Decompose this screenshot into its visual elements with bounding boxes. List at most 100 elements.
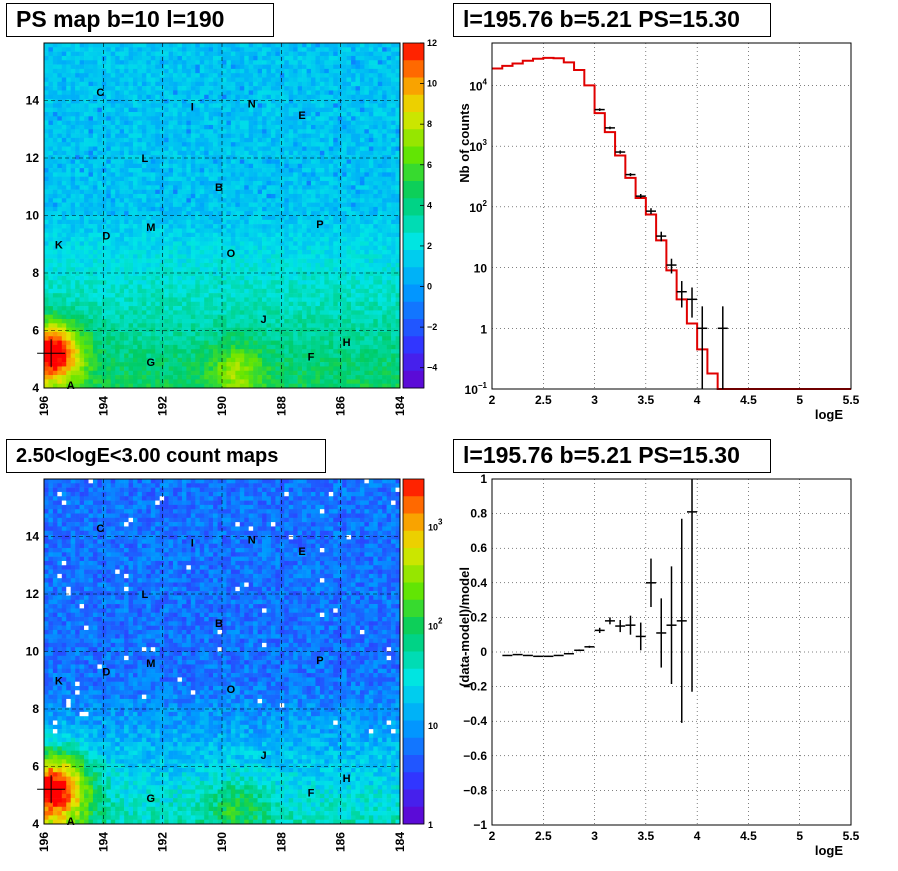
map-cell xyxy=(181,366,187,372)
map-cell xyxy=(124,375,129,380)
map-cell xyxy=(306,349,312,354)
map-cell xyxy=(266,245,272,251)
map-cell xyxy=(101,159,107,165)
map-cell xyxy=(315,133,321,139)
map-cell xyxy=(302,107,307,113)
map-cell xyxy=(186,60,192,65)
map-cell xyxy=(177,271,183,277)
map-cell xyxy=(164,176,169,182)
map-cell xyxy=(133,68,138,74)
map-cell xyxy=(279,172,285,177)
map-cell xyxy=(66,47,71,52)
map-cell xyxy=(84,133,89,139)
map-cell xyxy=(239,288,245,294)
map-cell xyxy=(101,176,107,182)
map-cell xyxy=(235,267,241,272)
map-cell xyxy=(119,90,125,96)
map-cell xyxy=(311,379,316,384)
map-cell xyxy=(222,232,227,238)
map-cell xyxy=(190,323,196,328)
map-cell xyxy=(208,163,214,169)
map-cell xyxy=(101,206,107,212)
map-cell xyxy=(248,232,254,238)
map-cell xyxy=(204,120,209,126)
map-cell xyxy=(284,133,290,139)
map-cell xyxy=(226,327,232,333)
map-cell xyxy=(244,202,249,208)
map-cell xyxy=(288,349,294,354)
map-cell xyxy=(137,189,143,195)
map-cell xyxy=(297,340,303,346)
map-cell xyxy=(155,327,160,333)
map-cell xyxy=(226,284,232,290)
map-cell xyxy=(284,159,290,165)
map-cell xyxy=(177,90,183,96)
map-cell xyxy=(128,189,134,195)
map-cell xyxy=(110,159,116,165)
map-cell xyxy=(306,219,312,225)
map-cell xyxy=(137,353,143,359)
map-cell xyxy=(199,362,205,367)
map-cell xyxy=(217,383,223,389)
map-cell xyxy=(230,47,236,52)
map-cell xyxy=(266,284,272,290)
map-cell xyxy=(66,379,71,384)
map-cell xyxy=(213,55,218,61)
map-cell xyxy=(253,60,258,65)
map-cell xyxy=(84,94,89,100)
map-cell xyxy=(75,271,80,277)
map-cell xyxy=(66,293,71,298)
map-cell xyxy=(230,319,236,324)
map-cell xyxy=(266,206,272,212)
map-cell xyxy=(213,51,218,57)
map-cell xyxy=(124,224,129,229)
map-cell xyxy=(217,241,223,246)
map-cell xyxy=(177,146,183,152)
map-cell xyxy=(297,306,303,311)
map-cell xyxy=(315,150,321,156)
map-cell xyxy=(306,176,312,182)
map-cell xyxy=(288,366,294,372)
map-cell xyxy=(199,146,205,152)
map-cell xyxy=(48,254,54,259)
map-cell xyxy=(293,163,298,169)
map-cell xyxy=(226,155,232,160)
map-cell xyxy=(88,331,94,337)
map-cell xyxy=(230,159,236,165)
map-cell xyxy=(279,81,285,87)
map-cell xyxy=(248,137,254,143)
map-cell xyxy=(186,254,192,259)
map-cell xyxy=(155,271,160,277)
map-cell xyxy=(311,168,316,173)
map-cell xyxy=(306,90,312,96)
map-cell xyxy=(88,172,94,177)
map-cell xyxy=(293,112,298,117)
map-cell xyxy=(275,232,281,238)
map-cell xyxy=(115,323,120,328)
map-cell xyxy=(79,159,85,165)
map-cell xyxy=(155,146,160,152)
map-cell xyxy=(164,133,169,139)
map-cell xyxy=(186,73,192,78)
map-cell xyxy=(279,224,285,229)
map-cell xyxy=(195,323,201,328)
map-cell xyxy=(181,284,187,290)
map-cell xyxy=(284,379,290,384)
map-cell xyxy=(253,215,258,221)
map-cell xyxy=(84,288,89,294)
map-cell xyxy=(297,319,303,324)
map-cell xyxy=(195,340,201,346)
map-cell xyxy=(75,64,80,70)
map-cell xyxy=(199,224,205,229)
map-cell xyxy=(315,189,321,195)
map-cell xyxy=(208,55,214,61)
map-cell xyxy=(173,133,178,139)
map-cell xyxy=(244,284,249,290)
map-cell xyxy=(275,129,281,134)
map-cell xyxy=(48,112,54,117)
map-cell xyxy=(222,129,227,134)
map-cell xyxy=(70,51,76,57)
map-cell xyxy=(92,336,98,341)
map-cell xyxy=(239,107,245,113)
map-cell xyxy=(137,362,143,367)
